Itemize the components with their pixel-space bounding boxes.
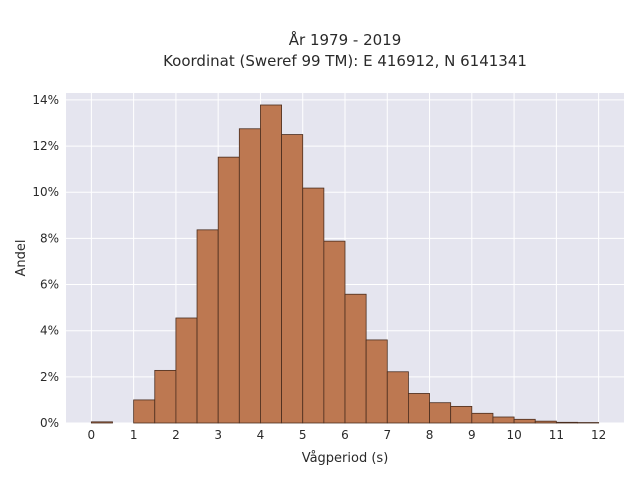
- histogram-bar: [408, 393, 429, 423]
- y-axis-ticks: 0% 2% 4% 6% 8% 10% 12% 14%: [32, 93, 59, 430]
- histogram-bar: [535, 421, 556, 423]
- histogram-bar: [556, 422, 577, 423]
- y-tick-label: 10%: [32, 185, 59, 199]
- histogram-bar: [514, 419, 535, 423]
- histogram-bar: [197, 230, 218, 423]
- histogram-bar: [366, 340, 387, 423]
- histogram-bar: [282, 135, 303, 423]
- y-tick-label: 2%: [40, 370, 59, 384]
- histogram-bar: [239, 129, 260, 423]
- chart-title-line2: Koordinat (Sweref 99 TM): E 416912, N 61…: [163, 52, 527, 70]
- chart-title-line1: År 1979 - 2019: [289, 30, 402, 49]
- x-tick-label: 10: [506, 428, 521, 442]
- x-tick-label: 2: [172, 428, 180, 442]
- histogram-bar: [472, 413, 493, 423]
- histogram-bar: [155, 370, 176, 423]
- histogram-bar: [260, 105, 281, 423]
- x-tick-label: 6: [341, 428, 349, 442]
- histogram-bar: [91, 422, 112, 423]
- y-tick-label: 14%: [32, 93, 59, 107]
- x-tick-label: 12: [591, 428, 606, 442]
- x-axis-label: Vågperiod (s): [302, 451, 389, 466]
- x-tick-label: 7: [383, 428, 391, 442]
- histogram-bar: [324, 241, 345, 423]
- histogram-bar: [345, 294, 366, 423]
- histogram-bar: [387, 372, 408, 423]
- histogram-bar: [451, 406, 472, 423]
- x-tick-label: 0: [88, 428, 96, 442]
- y-tick-label: 8%: [40, 231, 59, 245]
- y-tick-label: 0%: [40, 416, 59, 430]
- x-tick-label: 11: [549, 428, 564, 442]
- x-tick-label: 9: [468, 428, 476, 442]
- y-tick-label: 6%: [40, 278, 59, 292]
- histogram-bar: [218, 157, 239, 423]
- histogram-bar: [303, 188, 324, 423]
- histogram-bar: [176, 318, 197, 423]
- y-axis-label: Andel: [14, 240, 29, 277]
- y-tick-label: 12%: [32, 139, 59, 153]
- x-tick-label: 1: [130, 428, 138, 442]
- x-tick-label: 5: [299, 428, 307, 442]
- x-tick-label: 8: [426, 428, 434, 442]
- histogram-bar: [134, 400, 155, 423]
- y-tick-label: 4%: [40, 324, 59, 338]
- x-tick-label: 4: [257, 428, 265, 442]
- histogram-bar: [430, 403, 451, 423]
- x-tick-label: 3: [214, 428, 222, 442]
- histogram-bar: [493, 417, 514, 423]
